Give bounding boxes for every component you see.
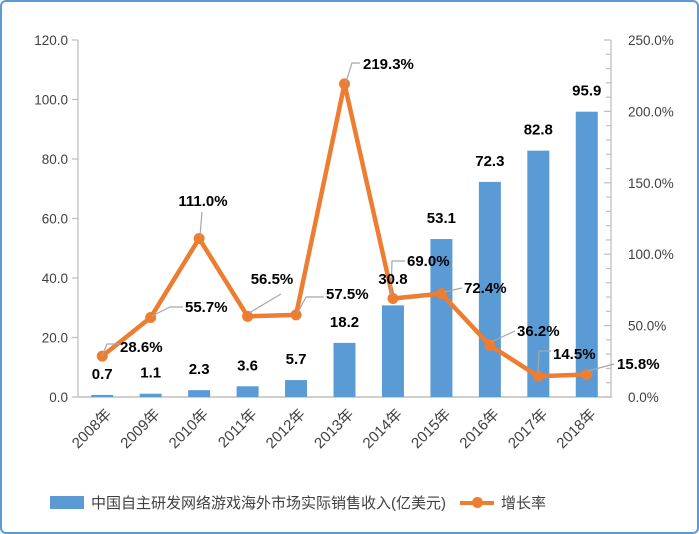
leader-line-2016年: [490, 330, 516, 343]
growth-label-2011年: 56.5%: [251, 271, 294, 288]
x-axis-category-label: 2012年: [263, 406, 309, 452]
bar-label-2015年: 53.1: [427, 210, 456, 227]
growth-label-2009年: 55.7%: [185, 299, 228, 316]
leader-line-2014年: [390, 260, 405, 296]
legend-line-marker-icon: [472, 497, 483, 508]
leader-line-2018年: [587, 363, 615, 372]
leader-line-2015年: [443, 287, 463, 293]
bar-label-2009年: 1.1: [140, 365, 161, 382]
bar-label-2008年: 0.7: [92, 366, 113, 383]
leader-line-2009年: [151, 306, 183, 317]
x-axis-category-label: 2015年: [408, 406, 454, 452]
bar-2016年: [478, 181, 501, 397]
growth-label-2012年: 57.5%: [326, 286, 369, 303]
leader-line-2017年: [537, 350, 551, 373]
bar-2013年: [333, 342, 356, 397]
bar-2014年: [381, 305, 404, 397]
legend-line-label: 增长率: [501, 495, 547, 512]
marker-2009年: [145, 311, 157, 323]
bar-2008年: [91, 394, 114, 397]
x-axis-category-label: 2014年: [360, 406, 406, 452]
x-axis-category-label: 2010年: [166, 406, 212, 452]
marker-2010年: [193, 232, 205, 244]
growth-label-2014年: 69.0%: [407, 253, 450, 270]
growth-label-2013年: 219.3%: [363, 56, 414, 73]
legend-bar-label: 中国自主研发网络游戏海外市场实际销售收入(亿美元): [91, 495, 446, 512]
legend-bar-swatch-icon: [50, 496, 84, 509]
bar-2012年: [285, 380, 308, 397]
marker-2011年: [242, 310, 254, 322]
marker-2012年: [290, 309, 302, 321]
bar-2015年: [430, 239, 453, 397]
x-axis-category-label: 2011年: [215, 406, 260, 451]
right-axis-tick-label: 200.0%: [628, 104, 674, 119]
leader-line-2008年: [101, 343, 119, 357]
x-axis-category-label: 2013年: [311, 406, 357, 452]
legend: 中国自主研发网络游戏海外市场实际销售收入(亿美元) 增长率: [50, 492, 546, 513]
marker-2013年: [339, 78, 350, 90]
left-axis-tick-label: 80.0: [42, 152, 68, 167]
legend-line-swatch-icon: [460, 496, 494, 509]
bar-label-2011年: 3.6: [237, 357, 258, 374]
growth-label-2016年: 36.2%: [517, 323, 560, 340]
leader-line-2011年: [248, 293, 282, 314]
bar-2011年: [236, 386, 259, 397]
bar-label-2016年: 72.3: [475, 153, 504, 170]
bar-2010年: [188, 390, 211, 397]
marker-2017年: [532, 370, 544, 382]
growth-label-2008年: 28.6%: [120, 339, 163, 356]
right-axis-tick-label: 250.0%: [628, 33, 674, 48]
growth-label-2018年: 15.8%: [617, 356, 660, 373]
right-axis-tick-label: 50.0%: [628, 319, 666, 334]
left-axis-tick-label: 60.0: [42, 212, 68, 227]
right-axis-tick-label: 100.0%: [628, 247, 674, 262]
marker-2015年: [435, 288, 447, 300]
bar-2017年: [527, 150, 550, 397]
marker-2008年: [96, 350, 108, 362]
marker-2018年: [581, 368, 593, 380]
x-axis-category-label: 2016年: [456, 406, 502, 452]
leader-line-2010年: [199, 211, 203, 237]
left-axis-tick-label: 0.0: [49, 390, 68, 405]
right-axis-tick-label: 150.0%: [628, 176, 674, 191]
x-axis-category-label: 2017年: [505, 406, 551, 452]
growth-line: [99, 81, 590, 379]
growth-label-2010年: 111.0%: [178, 193, 227, 210]
x-axis-category-label: 2018年: [553, 406, 599, 452]
bar-label-2017年: 82.8: [524, 122, 553, 139]
left-axis-tick-label: 120.0: [34, 33, 68, 48]
leader-line-2013年: [345, 62, 360, 83]
bar-2018年: [575, 111, 598, 397]
bar-label-2012年: 5.7: [286, 351, 307, 368]
growth-label-2017年: 14.5%: [553, 346, 596, 363]
marker-2014年: [387, 292, 399, 304]
left-axis-tick-label: 40.0: [42, 271, 68, 286]
bar-label-2013年: 18.2: [330, 314, 359, 331]
bar-label-2010年: 2.3: [189, 361, 210, 378]
leader-line-2012年: [297, 296, 324, 313]
left-axis-tick-label: 20.0: [42, 331, 68, 346]
bar-label-2014年: 30.8: [378, 271, 407, 288]
growth-label-2015年: 72.4%: [464, 280, 507, 297]
left-axis-tick-label: 100.0: [34, 93, 68, 108]
marker-2016年: [484, 339, 496, 351]
x-axis-category-label: 2009年: [117, 406, 163, 452]
x-axis-category-label: 2008年: [69, 406, 115, 452]
bar-label-2018年: 95.9: [572, 83, 601, 100]
right-axis-tick-label: 0.0%: [628, 390, 659, 405]
bar-2009年: [139, 393, 162, 397]
